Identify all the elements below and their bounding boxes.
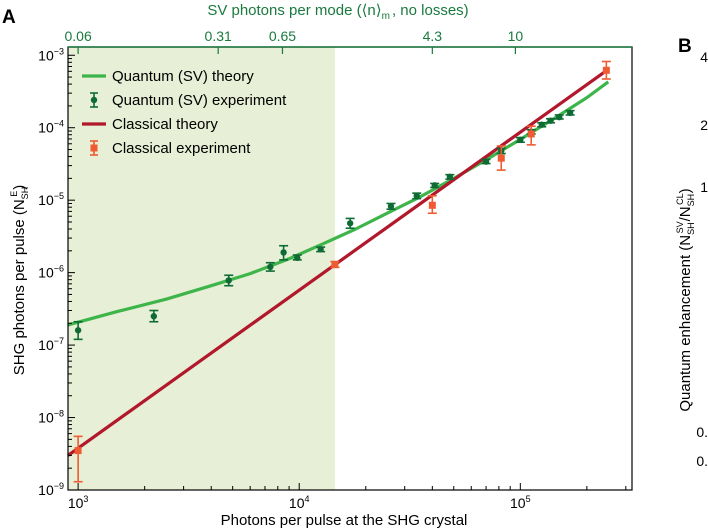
panel-b: B Quantum enhancement (NSHSV/NSHCL) 4 2 … bbox=[675, 36, 708, 469]
legend-item: Quantum (SV) experiment bbox=[90, 92, 287, 109]
data-point bbox=[547, 117, 554, 124]
legend-label: Quantum (SV) experiment bbox=[112, 92, 287, 109]
data-point bbox=[294, 254, 301, 262]
data-point bbox=[317, 246, 324, 253]
legend-item: Classical theory bbox=[82, 116, 218, 133]
left-axis-ticks: 10−9 10−8 10−7 10−6 10−5 10−4 10−3 bbox=[38, 46, 75, 498]
top-tick-label: 10 bbox=[508, 28, 524, 44]
top-axis-label: SV photons per mode (⟨n⟩m, no losses) bbox=[207, 2, 468, 22]
panel-b-tick-label: 0. bbox=[696, 453, 708, 469]
series-layer bbox=[67, 60, 611, 483]
data-point bbox=[431, 182, 438, 189]
legend-label: Classical theory bbox=[112, 116, 218, 133]
legend-swatch-marker bbox=[90, 96, 98, 104]
top-tick-label: 0.31 bbox=[205, 28, 232, 44]
data-point bbox=[428, 201, 436, 209]
data-point bbox=[280, 249, 287, 256]
x-tick-label: 105 bbox=[510, 494, 531, 511]
y-tick-label: 10−6 bbox=[38, 264, 64, 281]
data-point bbox=[346, 220, 354, 227]
y-tick-label: 10−8 bbox=[38, 409, 64, 426]
data-point bbox=[387, 203, 395, 210]
data-point bbox=[74, 447, 82, 455]
legend-item: Quantum (SV) theory bbox=[82, 68, 254, 85]
top-tick-label: 0.65 bbox=[269, 28, 296, 44]
panel-b-tick-label: 0. bbox=[696, 424, 708, 440]
legend-item: Classical experiment bbox=[90, 140, 251, 157]
y-axis-label: SHG photons per pulse (NSHE) bbox=[9, 185, 30, 375]
legend-swatch-marker bbox=[90, 144, 98, 152]
data-point bbox=[74, 327, 82, 334]
data-point bbox=[150, 313, 158, 320]
top-axis-ticks: 0.06 0.31 0.65 4.3 10 bbox=[64, 28, 523, 54]
y-tick-label: 10−5 bbox=[38, 191, 64, 208]
panel-b-tick-label: 4 bbox=[700, 49, 708, 65]
data-point bbox=[446, 173, 454, 181]
panel-b-tick-label: 1 bbox=[700, 179, 708, 195]
data-point bbox=[538, 121, 545, 128]
y-tick-label: 10−4 bbox=[38, 119, 64, 136]
data-point bbox=[482, 158, 490, 165]
legend-label: Classical experiment bbox=[112, 140, 251, 157]
data-point bbox=[413, 192, 420, 199]
data-point bbox=[566, 109, 574, 117]
y-tick-label: 10−3 bbox=[38, 46, 64, 63]
top-tick-label: 4.3 bbox=[423, 28, 443, 44]
panel-label-b: B bbox=[678, 36, 692, 57]
y-tick-label: 10−9 bbox=[38, 481, 64, 498]
data-point bbox=[527, 130, 535, 138]
low-photon-shaded-region bbox=[68, 47, 335, 490]
data-point bbox=[331, 260, 339, 268]
panel-b-y-axis-label: Quantum enhancement (NSHSV/NSHCL) bbox=[675, 188, 696, 411]
data-point bbox=[602, 66, 610, 74]
top-tick-label: 0.06 bbox=[64, 28, 91, 44]
x-axis-label: Photons per pulse at the SHG crystal bbox=[221, 512, 468, 529]
data-point bbox=[225, 277, 232, 284]
data-point bbox=[497, 154, 505, 162]
x-tick-label: 104 bbox=[289, 494, 310, 511]
legend: Quantum (SV) theory Quantum (SV) experime… bbox=[82, 68, 287, 157]
data-point bbox=[556, 113, 563, 121]
x-tick-label: 103 bbox=[68, 494, 89, 511]
panel-label-a: A bbox=[2, 7, 16, 28]
series-line bbox=[67, 80, 610, 327]
y-tick-label: 10−7 bbox=[38, 336, 64, 353]
panel-a: 103 104 105 10−9 10−8 10−7 10−6 10−5 10−4 10−3 0… bbox=[2, 2, 633, 529]
bottom-axis-ticks: 103 104 105 bbox=[67, 483, 627, 511]
data-point bbox=[267, 263, 274, 271]
panel-b-tick-label: 2 bbox=[700, 117, 708, 133]
data-point bbox=[517, 136, 524, 144]
legend-label: Quantum (SV) theory bbox=[112, 68, 254, 85]
